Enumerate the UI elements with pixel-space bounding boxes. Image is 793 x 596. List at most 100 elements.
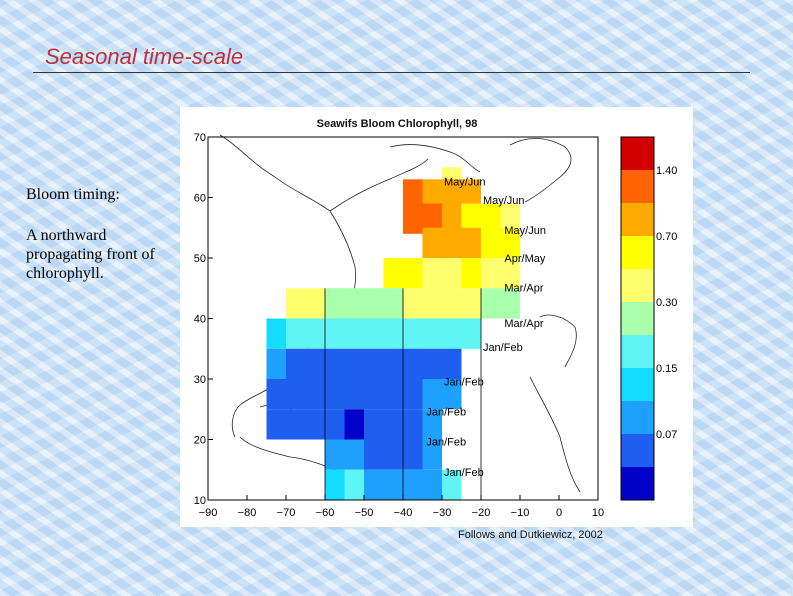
heatmap-cell [286,288,306,319]
heatmap-cell [325,318,345,349]
heatmap-cell [422,227,442,258]
heatmap-cell [500,203,520,234]
colorbar-label: 0.07 [656,429,677,441]
heatmap-cell [305,318,325,349]
y-tick-label: 40 [194,314,206,326]
heatmap-cell [442,318,462,349]
heatmap-cell [442,288,462,319]
heatmap-cell [442,227,462,258]
bloom-month-label: Jan/Feb [483,342,523,354]
x-tick-label: 0 [556,507,562,519]
colorbar-swatch [621,467,654,500]
credit-line: Follows and Dutkiewicz, 2002 [458,529,603,541]
bloom-month-label: May/Jun [483,195,525,207]
heatmap-cell [481,203,501,234]
heatmap-cell [403,318,423,349]
heatmap-cell [266,348,286,379]
heatmap-cell [383,469,403,500]
y-tick-label: 20 [194,435,206,447]
bloom-heading: Bloom timing: [26,186,120,203]
x-tick-label: −80 [238,507,257,519]
heatmap-cell [364,348,384,379]
chart-title: Seawifs Bloom Chlorophyll, 98 [317,118,478,130]
colorbar: 0.07 0.15 0.30 0.70 1.40 [620,136,677,501]
bloom-month-label: Mar/Apr [504,318,543,330]
heatmap-cell [266,318,286,349]
colorbar-swatch [621,434,654,467]
x-tick-label: −60 [316,507,335,519]
heatmap-cell [403,409,423,440]
heatmap-cell [383,258,403,289]
heatmap-cell [383,348,403,379]
heatmap-cell [364,318,384,349]
heatmap-cell [383,318,403,349]
heatmap-cell [481,227,501,258]
colorbar-swatch [621,137,654,170]
colorbar-swatch [621,368,654,401]
bloom-month-label: May/Jun [444,176,486,188]
heatmap-cell [442,179,462,210]
y-axis: 10 20 30 40 50 60 70 [194,132,213,507]
x-tick-label: −70 [277,507,296,519]
x-axis: −90 −80 −70 −60 −50 −40 −30 −20 −10 0 10 [199,495,604,519]
heatmap-cell [325,348,345,379]
heatmap-cell [442,379,462,410]
heatmap-cell [266,379,286,410]
x-tick-label: −20 [472,507,491,519]
y-tick-label: 50 [194,253,206,265]
slide-title: Seasonal time-scale [45,44,244,69]
bloom-month-label: Apr/May [504,253,545,265]
heatmap-cell [344,318,364,349]
heatmap-cell [403,379,423,410]
heatmap-cell [481,258,501,289]
heatmap-cell [403,348,423,379]
heatmap-cell [461,288,481,319]
heatmap-cell [422,258,442,289]
heatmap-cell [403,258,423,289]
heatmap-cell [442,348,462,379]
heatmap-cell [305,288,325,319]
heatmap-cell [422,469,442,500]
heatmap-cell [383,288,403,319]
heatmap-cell [500,227,520,258]
heatmap-cell [403,203,423,234]
heatmap-cell [461,227,481,258]
heatmap-cell [305,409,325,440]
heatmap-cell [461,258,481,289]
heatmap-cell [403,469,423,500]
heatmap-cell [422,203,442,234]
heatmap-cell [403,179,423,210]
y-tick-label: 70 [194,132,206,144]
colorbar-label: 0.15 [656,363,677,375]
heatmap-cell [266,409,286,440]
heatmap-cell [325,469,345,500]
y-tick-label: 60 [194,193,206,205]
bloom-month-label: Mar/Apr [504,282,543,294]
colorbar-swatch [621,236,654,269]
heatmap-cell [305,379,325,410]
colorbar-label: 0.70 [656,231,677,243]
colorbar-swatch [621,335,654,368]
heatmap-cell [383,409,403,440]
heatmap-cell [403,439,423,470]
chart-figure: −90 −80 −70 −60 −50 −40 −30 −20 −10 0 10 10 20 30 40 5… [180,107,693,527]
heatmap-cell [442,258,462,289]
colorbar-swatch [621,170,654,203]
heatmap-cell [422,409,442,440]
x-tick-label: −40 [394,507,413,519]
colorbar-swatch [621,203,654,236]
heatmap-cell [500,288,520,319]
heatmap-cell [422,348,442,379]
heatmap-cell [461,203,481,234]
heatmap-cell [286,318,306,349]
title-rule [33,72,750,73]
heatmap-cell [344,348,364,379]
y-tick-label: 30 [194,374,206,386]
bloom-month-labels: May/Jun May/Jun May/Jun Apr/May Mar/Apr Mar/A… [426,176,546,478]
heatmap-cell [422,288,442,319]
heatmap-cell [305,348,325,379]
heatmap-cell [325,409,345,440]
heatmap-cell [461,318,481,349]
heatmap-cell [344,379,364,410]
colorbar-swatch [621,302,654,335]
